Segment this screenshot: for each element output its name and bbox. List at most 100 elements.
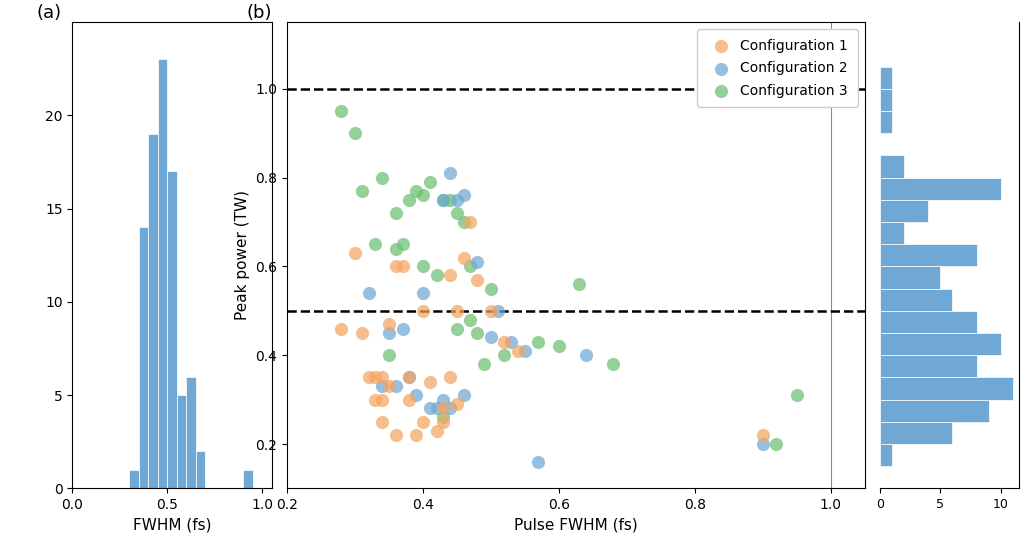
Bar xyxy=(148,134,157,488)
Configuration 2 xyxy=(490,306,506,315)
Text: (b): (b) xyxy=(246,3,272,22)
Bar xyxy=(186,376,196,488)
Configuration 1 xyxy=(428,426,445,435)
Bar xyxy=(880,266,941,289)
Configuration 1 xyxy=(394,262,411,271)
Configuration 2 xyxy=(755,440,771,448)
Configuration 3 xyxy=(381,351,397,360)
Configuration 2 xyxy=(530,457,546,466)
Configuration 1 xyxy=(510,346,527,355)
Configuration 1 xyxy=(401,395,417,404)
Configuration 3 xyxy=(415,191,432,200)
Configuration 1 xyxy=(387,262,404,271)
Configuration 1 xyxy=(401,373,417,382)
Configuration 1 xyxy=(353,329,369,337)
Configuration 2 xyxy=(516,346,533,355)
Configuration 1 xyxy=(374,395,390,404)
Bar xyxy=(880,67,892,89)
Configuration 3 xyxy=(333,107,350,115)
Configuration 3 xyxy=(455,218,472,226)
Configuration 3 xyxy=(476,360,493,369)
Configuration 3 xyxy=(789,391,805,400)
Configuration 1 xyxy=(387,431,404,440)
Bar xyxy=(880,111,892,133)
Configuration 3 xyxy=(428,271,445,280)
Configuration 2 xyxy=(408,391,424,400)
Bar xyxy=(880,355,977,377)
Configuration 1 xyxy=(435,417,451,426)
Configuration 1 xyxy=(367,373,384,382)
Configuration 2 xyxy=(448,195,465,204)
Configuration 3 xyxy=(442,195,459,204)
Configuration 2 xyxy=(442,404,459,413)
Configuration 2 xyxy=(387,382,404,391)
Bar xyxy=(196,451,205,488)
Configuration 3 xyxy=(387,209,404,218)
Configuration 1 xyxy=(435,404,451,413)
Configuration 2 xyxy=(442,169,459,178)
Configuration 3 xyxy=(604,360,621,369)
Configuration 2 xyxy=(381,329,397,337)
Configuration 2 xyxy=(578,351,594,360)
Bar xyxy=(880,200,928,222)
Legend: Configuration 1, Configuration 2, Configuration 3: Configuration 1, Configuration 2, Config… xyxy=(698,29,858,107)
Configuration 2 xyxy=(374,382,390,391)
Configuration 3 xyxy=(571,280,588,289)
Configuration 3 xyxy=(347,129,363,138)
Configuration 1 xyxy=(360,373,377,382)
Configuration 3 xyxy=(463,262,479,271)
Configuration 3 xyxy=(530,337,546,346)
Configuration 1 xyxy=(333,324,350,333)
Bar xyxy=(880,244,977,266)
Configuration 1 xyxy=(448,400,465,408)
Configuration 1 xyxy=(374,417,390,426)
Configuration 2 xyxy=(435,195,451,204)
Bar xyxy=(880,222,905,244)
Bar xyxy=(880,155,905,178)
Configuration 1 xyxy=(482,306,499,315)
Bar xyxy=(168,171,177,488)
Configuration 3 xyxy=(482,284,499,293)
Configuration 2 xyxy=(428,404,445,413)
Bar xyxy=(243,470,253,488)
Configuration 1 xyxy=(448,306,465,315)
Configuration 3 xyxy=(387,244,404,253)
X-axis label: Pulse FWHM (fs): Pulse FWHM (fs) xyxy=(514,518,638,533)
Configuration 3 xyxy=(463,315,479,324)
Bar xyxy=(880,422,952,444)
Configuration 1 xyxy=(374,373,390,382)
Text: (a): (a) xyxy=(36,3,62,22)
Configuration 3 xyxy=(551,342,567,351)
Configuration 3 xyxy=(435,413,451,422)
Y-axis label: Peak power (TW): Peak power (TW) xyxy=(235,190,249,320)
Configuration 1 xyxy=(455,253,472,262)
Bar xyxy=(880,444,892,466)
Configuration 3 xyxy=(448,324,465,333)
Bar xyxy=(880,377,1013,400)
Configuration 1 xyxy=(381,382,397,391)
Configuration 1 xyxy=(408,431,424,440)
Configuration 3 xyxy=(401,195,417,204)
Configuration 1 xyxy=(442,271,459,280)
Bar xyxy=(177,395,186,488)
Configuration 3 xyxy=(421,178,438,186)
Configuration 3 xyxy=(353,186,369,195)
Configuration 3 xyxy=(394,240,411,249)
X-axis label: FWHM (fs): FWHM (fs) xyxy=(132,518,211,533)
Configuration 2 xyxy=(482,333,499,342)
Bar xyxy=(157,59,168,488)
Configuration 1 xyxy=(367,395,384,404)
Configuration 3 xyxy=(768,440,785,448)
Configuration 2 xyxy=(360,289,377,297)
Bar xyxy=(880,311,977,333)
Configuration 3 xyxy=(435,195,451,204)
Configuration 2 xyxy=(503,337,520,346)
Configuration 3 xyxy=(496,351,512,360)
Configuration 2 xyxy=(394,324,411,333)
Configuration 3 xyxy=(374,173,390,182)
Configuration 3 xyxy=(408,186,424,195)
Bar xyxy=(880,178,1001,200)
Configuration 1 xyxy=(415,306,432,315)
Configuration 1 xyxy=(421,377,438,386)
Configuration 3 xyxy=(448,209,465,218)
